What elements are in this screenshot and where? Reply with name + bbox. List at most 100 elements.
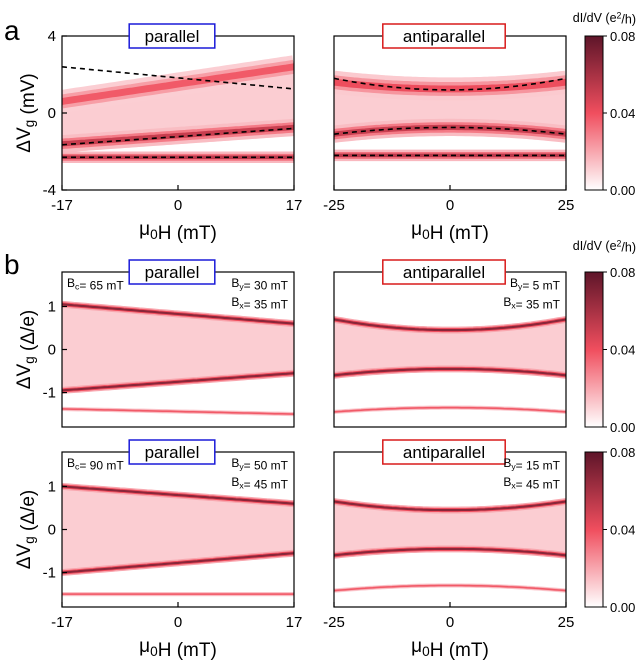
y-axis-label: ΔVg (mV) xyxy=(14,73,39,152)
band-2 xyxy=(334,584,566,592)
x-tick-label: 17 xyxy=(286,197,303,214)
x-tick-label: -25 xyxy=(323,614,345,631)
colorbar-tick-label: 0.00 xyxy=(610,183,635,198)
colorbar-tick-label: 0.08 xyxy=(610,265,635,280)
title-box xyxy=(382,439,506,465)
heatmap-a-parallel xyxy=(62,36,294,190)
gap-fill xyxy=(334,319,566,376)
y-tick-label: -1 xyxy=(43,565,56,582)
colorbar-tick-label: 0.08 xyxy=(610,445,635,460)
heatmap-b-antiparallel-2 xyxy=(334,452,566,607)
colorbar-tick-label: 0.04 xyxy=(610,523,635,538)
colorbar-2: 0.08 0.04 0.00 xyxy=(584,445,635,615)
x-tick-label: -17 xyxy=(51,614,73,631)
colorbar-tick-label: 0.00 xyxy=(610,420,635,435)
x-axis-label: μ0H (mT) xyxy=(411,219,489,244)
annotation-field: By= 15 mT xyxy=(503,456,560,473)
y-tick-label: 0 xyxy=(48,342,56,359)
dashed-line-1 xyxy=(62,127,294,146)
chart-title: parallel xyxy=(145,443,200,462)
x-tick-label: -25 xyxy=(323,197,345,214)
annotation-field: Bx= 45 mT xyxy=(503,475,560,492)
y-axis-label: ΔVg (Δ/e) xyxy=(14,310,39,389)
colorbar-label: dI/dV (e2/h) xyxy=(573,11,636,27)
band-0 xyxy=(62,303,294,325)
colorbar-1: 0.08 0.04 0.00 dI/dV (e2/h) xyxy=(573,239,636,436)
x-axis-label: μ0H (mT) xyxy=(139,636,217,661)
plot-a-parallel: parallel -17 0 17 4 0 -4 μ0H (mT) ΔVg (mV) xyxy=(14,23,303,244)
band-0 xyxy=(62,485,294,505)
y-tick-label: 0 xyxy=(48,105,56,122)
annotation-field: Bx= 45 mT xyxy=(231,475,288,492)
x-axis-label: μ0H (mT) xyxy=(139,219,217,244)
band-0 xyxy=(334,78,566,93)
plot-a-antiparallel: antiparallel -25 0 25 μ0H (mT) xyxy=(323,23,575,244)
colorbar-tick-label: 0.04 xyxy=(610,106,635,121)
band-2 xyxy=(334,406,566,413)
plot-b-antiparallel-2: antiparallel By= 15 mT Bx= 45 mT -25 0 25 μ0H … xyxy=(323,439,575,661)
band-1 xyxy=(62,372,294,392)
band-0 xyxy=(334,500,566,512)
title-box xyxy=(128,439,216,465)
x-tick-label: 17 xyxy=(286,614,303,631)
colorbar-gradient xyxy=(584,271,604,428)
band-0 xyxy=(62,63,294,105)
colorbar-gradient xyxy=(584,35,604,191)
annotation-field: By= 30 mT xyxy=(231,276,288,293)
x-axis-label: μ0H (mT) xyxy=(411,636,489,661)
dashed-line-0 xyxy=(62,66,294,90)
y-axis-label: ΔVg (Δ/e) xyxy=(14,490,39,569)
chart-title: parallel xyxy=(145,263,200,282)
band-2 xyxy=(62,408,294,415)
title-box xyxy=(128,259,216,285)
x-tick-label: 0 xyxy=(174,614,182,631)
chart-title: parallel xyxy=(145,27,200,46)
title-box xyxy=(382,23,506,49)
annotation-bc: Bc= 90 mT xyxy=(67,456,124,473)
gap-fill xyxy=(62,304,294,391)
chart-title: antiparallel xyxy=(403,263,485,282)
x-tick-label: 25 xyxy=(558,197,575,214)
chart-title: antiparallel xyxy=(403,443,485,462)
y-tick-label: 1 xyxy=(48,298,56,315)
x-tick-label: 0 xyxy=(446,197,454,214)
x-tick-label: 25 xyxy=(558,614,575,631)
y-tick-label: -1 xyxy=(43,385,56,402)
plot-b-parallel-2: parallel Bc= 90 mT By= 50 mT Bx= 45 mT -17 0 1… xyxy=(14,439,303,661)
plot-b-antiparallel-1: antiparallel By= 5 mT Bx= 35 mT xyxy=(333,259,567,428)
gap-fill xyxy=(334,501,566,556)
chart-title: antiparallel xyxy=(403,27,485,46)
title-box xyxy=(128,23,216,49)
heatmap-b-antiparallel-1 xyxy=(334,272,566,427)
x-tick-label: 0 xyxy=(446,614,454,631)
annotation-field: By= 5 mT xyxy=(510,276,561,293)
x-tick-label: -17 xyxy=(51,197,73,214)
y-tick-label: 0 xyxy=(48,522,56,539)
annotation-field: Bx= 35 mT xyxy=(231,295,288,312)
heatmap-b-parallel-2 xyxy=(62,452,294,607)
annotation-bc: Bc= 65 mT xyxy=(67,276,124,293)
band-1 xyxy=(334,547,566,557)
plot-b-parallel-1: parallel Bc= 65 mT By= 30 mT Bx= 35 mT 1 0 -1Δ… xyxy=(14,259,295,428)
gap-fill xyxy=(62,486,294,573)
colorbar-label: dI/dV (e2/h) xyxy=(573,239,636,255)
colorbar-tick-label: 0.00 xyxy=(610,600,635,615)
x-tick-label: 0 xyxy=(174,197,182,214)
panel-label-a: a xyxy=(4,15,20,46)
band-1 xyxy=(62,124,294,147)
colorbar-0: 0.08 0.04 0.00 dI/dV (e2/h) xyxy=(573,11,636,199)
y-tick-label: 1 xyxy=(48,478,56,495)
colorbar-gradient xyxy=(584,451,604,608)
colorbar-tick-label: 0.04 xyxy=(610,343,635,358)
heatmap-a-antiparallel xyxy=(334,36,566,190)
panel-label-b: b xyxy=(4,249,20,280)
heatmap-b-parallel-1 xyxy=(62,272,294,427)
y-tick-label: 4 xyxy=(48,28,56,45)
band-1 xyxy=(62,552,294,574)
band-1 xyxy=(334,367,566,377)
y-tick-label: -4 xyxy=(43,182,56,199)
dashed-line-0 xyxy=(334,77,566,91)
annotation-field: By= 50 mT xyxy=(231,456,288,473)
dashed-line-1 xyxy=(334,126,566,135)
